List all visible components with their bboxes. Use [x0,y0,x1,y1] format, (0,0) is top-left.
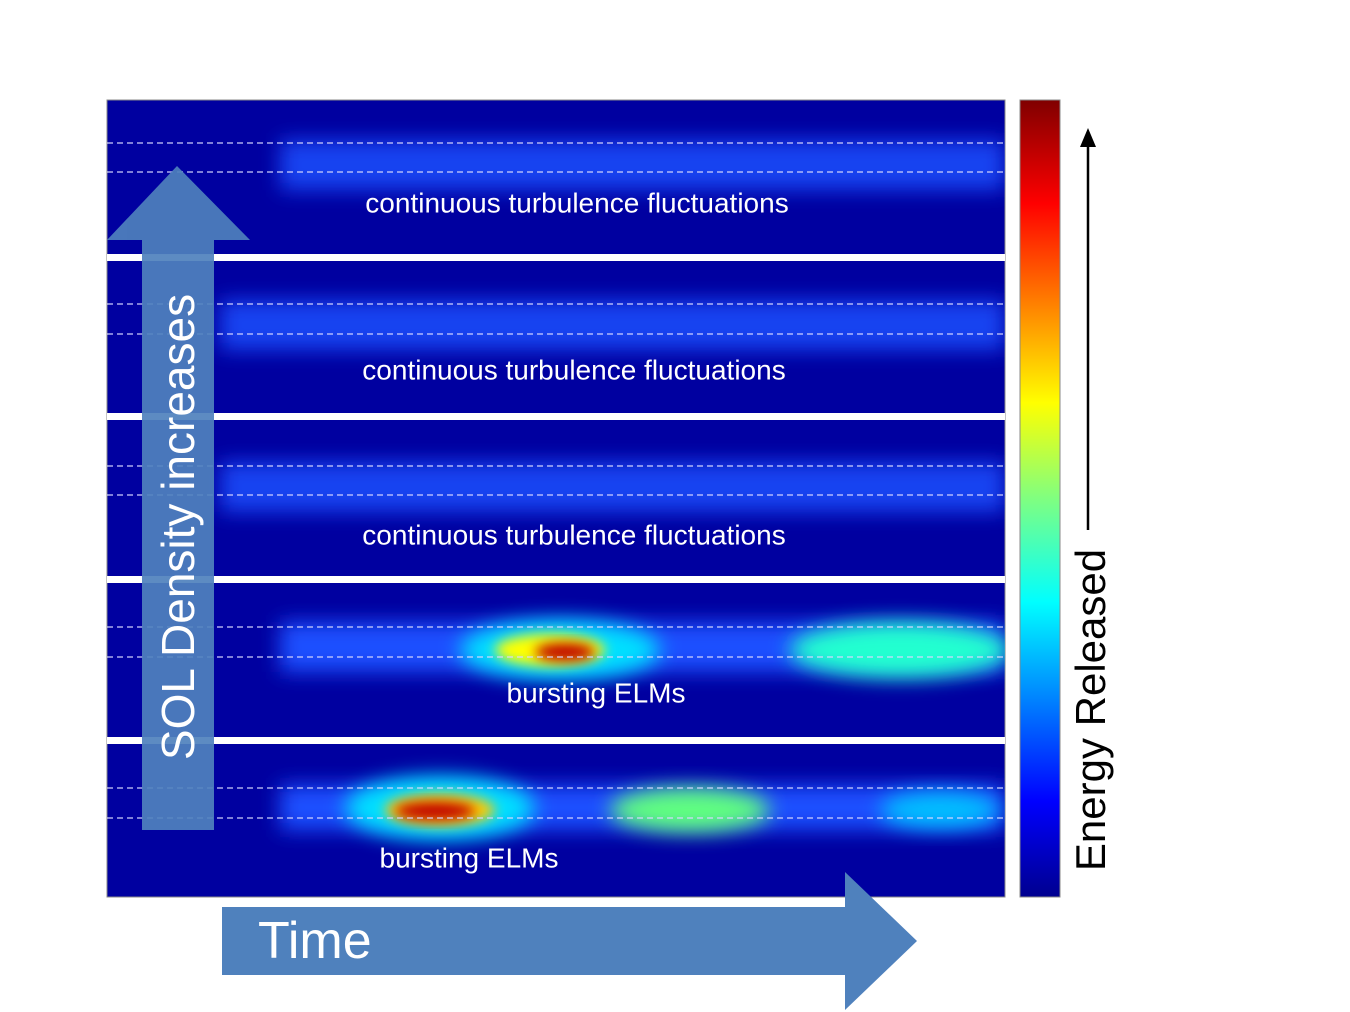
panel-label: bursting ELMs [380,842,559,873]
heatmaps [107,140,1005,840]
colorbar [1019,99,1061,898]
panel-label: bursting ELMs [507,677,686,708]
x-axis-label: Time [258,912,372,970]
arrowhead [1080,128,1096,147]
panel-label: continuous turbulence fluctuations [365,187,788,218]
panel-label: continuous turbulence fluctuations [362,519,785,550]
colorbar-label: Energy Released [1067,549,1114,871]
panel-label: continuous turbulence fluctuations [362,354,785,385]
y-axis-label: SOL Density increases [152,294,204,760]
time-arrow [222,872,917,1010]
density-arrow [107,166,250,830]
